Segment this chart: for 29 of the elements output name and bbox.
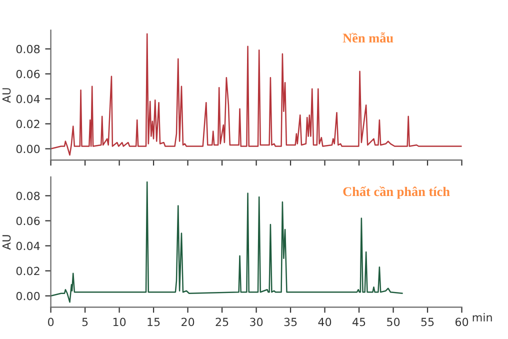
x-tick-label: 5 [82, 318, 88, 326]
y-tick-label: 0.08 [16, 192, 40, 200]
x-tick-label: 10 [113, 318, 126, 326]
y-tick-label: 0.00 [16, 144, 40, 154]
y-axis-title: AU [2, 235, 11, 250]
x-axis-title: min [472, 312, 492, 322]
y-tick-label: 0.04 [16, 94, 40, 104]
x-tick-label: 60 [455, 318, 468, 326]
y-axis-title: AU [2, 88, 11, 103]
annotation: Chất cần phân tích [343, 186, 450, 199]
x-tick-label: 45 [352, 318, 366, 326]
y-tick-label: 0.06 [16, 216, 40, 226]
x-tick-label: 15 [148, 318, 160, 326]
x-tick-label: 20 [182, 318, 194, 326]
x-tick-label: 55 [421, 318, 434, 326]
y-tick-label: 0.00 [16, 292, 40, 300]
y-tick-label: 0.08 [16, 44, 40, 54]
x-tick-label: 35 [284, 318, 297, 326]
x-tick-label: 0 [48, 318, 54, 326]
y-tick-label: 0.04 [16, 242, 40, 250]
x-tick-label: 50 [387, 318, 400, 326]
annotation: Nền mẫu [342, 32, 394, 43]
y-tick-label: 0.06 [16, 70, 40, 78]
x-tick-label: 30 [250, 318, 263, 326]
x-tick-label: 40 [318, 318, 332, 326]
line-series [50, 33, 462, 156]
x-tick-label: 25 [216, 318, 228, 326]
y-tick-label: 0.02 [16, 266, 40, 276]
y-tick-label: 0.02 [16, 120, 40, 128]
